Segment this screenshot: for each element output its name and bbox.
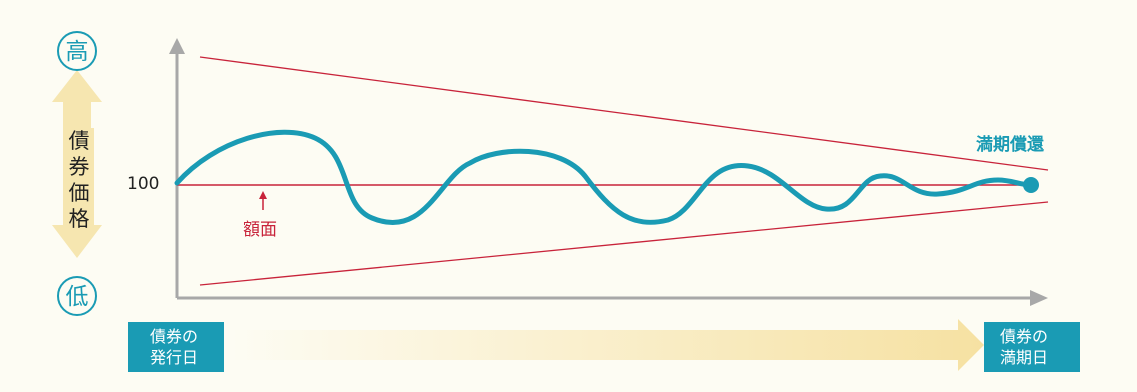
face-value-label: 額面	[243, 220, 277, 240]
low-label: 低	[57, 276, 97, 316]
price-wave-line	[174, 129, 1034, 226]
maturity-dot	[1023, 177, 1039, 193]
tick-label-100: 100	[127, 174, 160, 194]
maturity-redemption-label: 満期償還	[976, 135, 1044, 155]
face-value-pointer-head	[259, 191, 267, 199]
high-label: 高	[57, 31, 97, 71]
y-axis-arrowhead	[169, 38, 185, 54]
bond-price-axis-title: 債券価格	[64, 128, 94, 232]
time-arrow	[232, 319, 984, 371]
maturity-date-box: 債券の 満期日	[984, 322, 1080, 372]
upper-bound-line	[199, 56, 1049, 171]
x-axis-arrowhead	[1030, 290, 1048, 306]
lower-bound-line	[199, 201, 1049, 286]
issue-date-box: 債券の 発行日	[128, 322, 224, 372]
